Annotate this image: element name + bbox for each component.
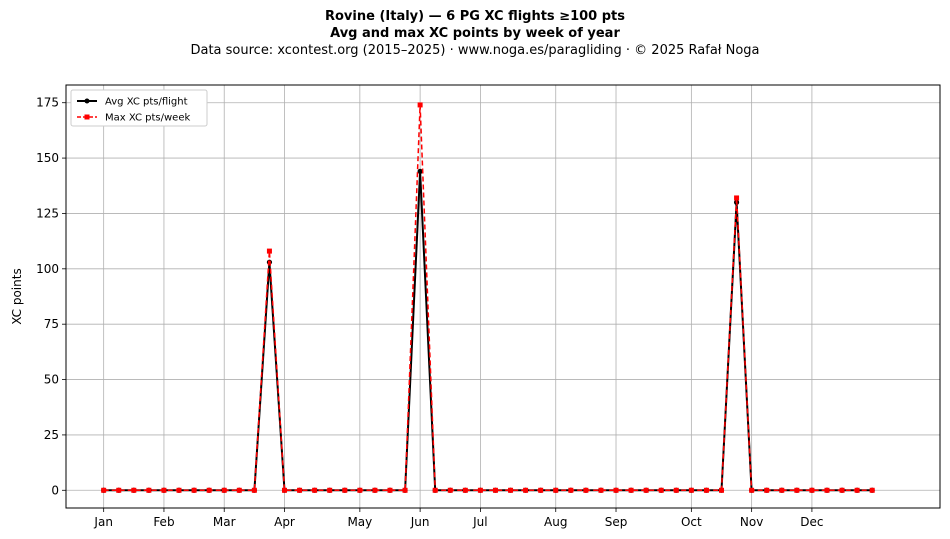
y-axis-label: XC points [10, 268, 24, 324]
max-data-point [236, 487, 242, 493]
max-data-point [251, 487, 257, 493]
legend: Avg XC pts/flight Max XC pts/week [70, 89, 208, 127]
legend-box [70, 89, 208, 127]
x-tick-label: Mar [213, 515, 236, 529]
max-data-point [734, 195, 740, 201]
max-data-point [357, 487, 363, 493]
max-data-point [342, 487, 348, 493]
max-data-point [598, 487, 604, 493]
x-tick-label: Aug [544, 515, 567, 529]
y-tick-label: 50 [44, 373, 59, 387]
max-data-point [206, 487, 212, 493]
max-data-point [568, 487, 574, 493]
chart-title-block: Rovine (Italy) — 6 PG XC flights ≥100 pt… [0, 8, 950, 59]
x-tick-label: Jan [93, 515, 113, 529]
max-series-line [103, 104, 873, 492]
max-data-point [779, 487, 785, 493]
max-data-point [176, 487, 182, 493]
max-data-point [643, 487, 649, 493]
x-tick-label: Apr [274, 515, 295, 529]
y-tick-label: 0 [51, 483, 59, 497]
max-data-point [266, 248, 272, 254]
max-data-point [116, 487, 122, 493]
legend-max-label: Max XC pts/week [105, 113, 190, 124]
x-tick-label: Dec [800, 515, 823, 529]
chart-subtitle: Avg and max XC points by week of year [330, 26, 620, 41]
y-tick-label: 175 [36, 96, 59, 110]
max-data-point [809, 487, 815, 493]
chart-title: Rovine (Italy) — 6 PG XC flights ≥100 pt… [324, 9, 626, 24]
y-tick-label: 75 [44, 317, 59, 331]
max-data-point [553, 487, 559, 493]
max-data-point [824, 487, 830, 493]
max-data-point [854, 487, 860, 493]
x-tick-label: May [347, 515, 372, 529]
plot-frame [65, 84, 941, 509]
max-data-point [387, 487, 393, 493]
max-data-point [131, 487, 137, 493]
max-data-point [719, 487, 724, 493]
max-data-point [523, 487, 529, 493]
max-data-point [297, 487, 303, 493]
max-data-point [221, 487, 227, 493]
chart-source-line: Data source: xcontest.org (2015–2025) · … [190, 43, 760, 58]
x-tick-label: Jul [472, 515, 487, 529]
grid [66, 85, 940, 508]
max-data-point [688, 487, 694, 493]
max-data-point [869, 487, 875, 493]
max-data-point [658, 487, 664, 493]
y-tick-label: 125 [36, 206, 59, 220]
x-tick-label: Sep [605, 515, 628, 529]
max-data-point [327, 487, 333, 493]
max-data-point [447, 487, 453, 493]
series-layer [101, 102, 875, 493]
max-data-point [764, 487, 770, 493]
max-data-point [508, 487, 514, 493]
max-data-point [417, 102, 423, 108]
max-data-point [613, 487, 619, 493]
x-tick-label: Nov [740, 515, 763, 529]
max-data-point [628, 487, 634, 493]
max-data-point [673, 487, 679, 493]
max-data-point [312, 487, 318, 493]
max-data-point [161, 487, 167, 493]
axis-ticks: 0 25 50 75 100 125 150 175 Jan Feb Mar Apr May Jun Jul… [36, 96, 823, 529]
avg-data-point [417, 168, 423, 174]
y-tick-label: 25 [44, 428, 59, 442]
x-tick-label: Oct [681, 515, 702, 529]
max-data-point [402, 487, 408, 493]
max-data-point [282, 487, 287, 493]
max-data-point [477, 487, 483, 493]
max-data-point [372, 487, 378, 493]
legend-avg-marker [84, 98, 90, 104]
legend-avg-label: Avg XC pts/flight [105, 97, 188, 108]
max-data-point [492, 487, 498, 493]
max-data-point [794, 487, 800, 493]
max-data-point [839, 487, 845, 493]
max-data-point [749, 487, 755, 493]
max-data-point [538, 487, 544, 493]
avg-series-line [103, 171, 873, 492]
x-tick-label: Jun [410, 515, 430, 529]
x-tick-label: Feb [153, 515, 174, 529]
max-data-point [432, 487, 438, 493]
max-data-point [101, 487, 107, 493]
max-data-point [703, 487, 709, 493]
y-tick-label: 150 [36, 151, 59, 165]
y-tick-label: 100 [36, 262, 59, 276]
max-data-point [583, 487, 589, 493]
max-data-point [146, 487, 152, 493]
legend-max-marker [84, 114, 90, 120]
max-data-point [462, 487, 468, 493]
max-data-point [191, 487, 197, 493]
